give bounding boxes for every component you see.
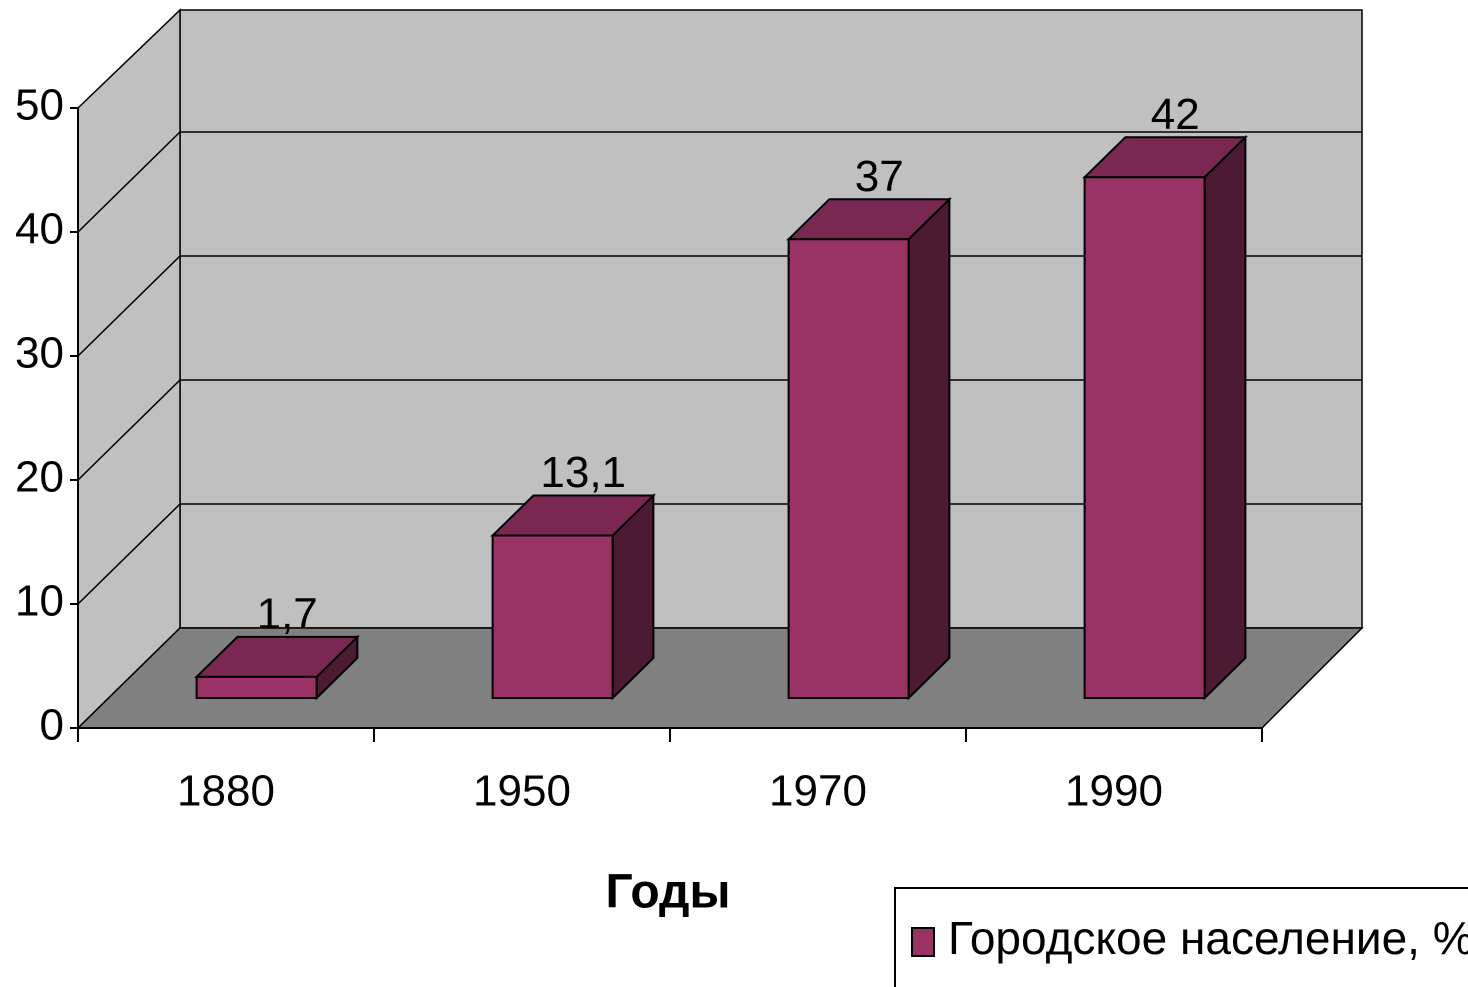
value-label: 1,7 [257, 590, 318, 639]
bar [195, 675, 318, 699]
legend: Городское население, % [894, 887, 1468, 987]
value-label: 42 [1151, 90, 1200, 139]
side-wall [77, 8, 181, 730]
y-tick-label: 50 [15, 81, 64, 130]
x-tick-label: 1950 [473, 767, 571, 816]
x-tick-label: 1880 [177, 767, 275, 816]
x-tick-label: 1970 [769, 767, 867, 816]
grid [77, 131, 1362, 605]
bar-side [1203, 134, 1247, 701]
grid-line [77, 379, 1362, 481]
value-label: 13,1 [540, 448, 626, 497]
grid-line [77, 255, 1362, 357]
x-axis-title: Годы [606, 866, 731, 919]
bars [194, 134, 1248, 701]
grid-line [77, 503, 1362, 605]
legend-swatch [911, 927, 935, 957]
y-tick-label: 20 [15, 453, 64, 502]
grid-line [77, 131, 1362, 233]
bar [1083, 176, 1206, 699]
y-tick-label: 10 [15, 577, 64, 626]
legend-box [894, 887, 1468, 987]
bar [491, 534, 614, 699]
x-tick-label: 1990 [1065, 767, 1163, 816]
value-label: 37 [855, 152, 904, 201]
bar [787, 238, 910, 699]
y-tick-label: 40 [15, 205, 64, 254]
legend-label: Городское население, % [948, 912, 1468, 964]
y-tick-label: 30 [15, 329, 64, 378]
bar-side [907, 196, 951, 701]
y-tick-label: 0 [40, 701, 64, 750]
